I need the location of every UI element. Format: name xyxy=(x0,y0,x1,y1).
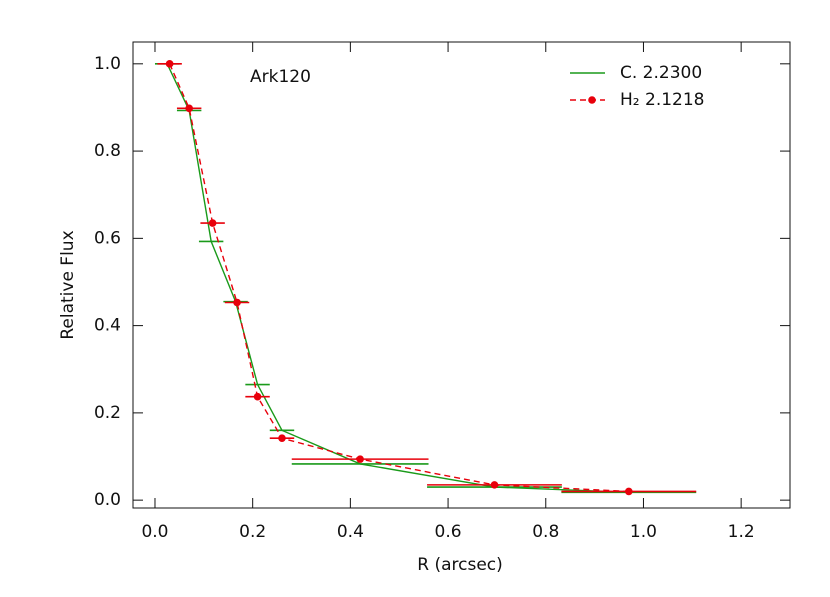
y-axis-label: Relative Flux xyxy=(58,230,78,339)
point xyxy=(278,434,286,442)
point xyxy=(625,487,633,496)
y-tick-label: 0.4 xyxy=(94,316,121,336)
y-tick-label: 0.6 xyxy=(94,228,121,248)
x-tick-label: 1.0 xyxy=(630,522,657,542)
legend-label: C. 2.2300 xyxy=(620,63,702,83)
x-tick-label: 0.6 xyxy=(435,522,462,542)
point xyxy=(233,298,241,307)
x-axis-label: R (arcsec) xyxy=(417,555,503,575)
point xyxy=(165,60,174,68)
x-tick-label: 0.4 xyxy=(337,522,364,542)
x-tick-label: 0.0 xyxy=(141,522,168,542)
y-tick-label: 0.2 xyxy=(94,403,121,423)
legend-marker xyxy=(588,96,596,104)
annotation: Ark120 xyxy=(250,67,311,87)
y-tick-label: 0.0 xyxy=(94,490,121,510)
y-tick-label: 1.0 xyxy=(94,54,121,74)
y-tick-label: 0.8 xyxy=(94,141,121,161)
point xyxy=(253,392,262,401)
x-tick-label: 0.2 xyxy=(239,522,266,542)
series-line xyxy=(168,63,629,493)
point xyxy=(185,104,193,113)
point xyxy=(208,219,217,227)
series-line xyxy=(166,63,629,493)
point xyxy=(490,481,499,489)
plot-frame xyxy=(132,41,791,509)
point xyxy=(356,455,364,463)
x-tick-label: 1.2 xyxy=(728,522,755,542)
x-tick-label: 0.8 xyxy=(532,522,559,542)
legend-label: H₂ 2.1218 xyxy=(620,90,705,110)
